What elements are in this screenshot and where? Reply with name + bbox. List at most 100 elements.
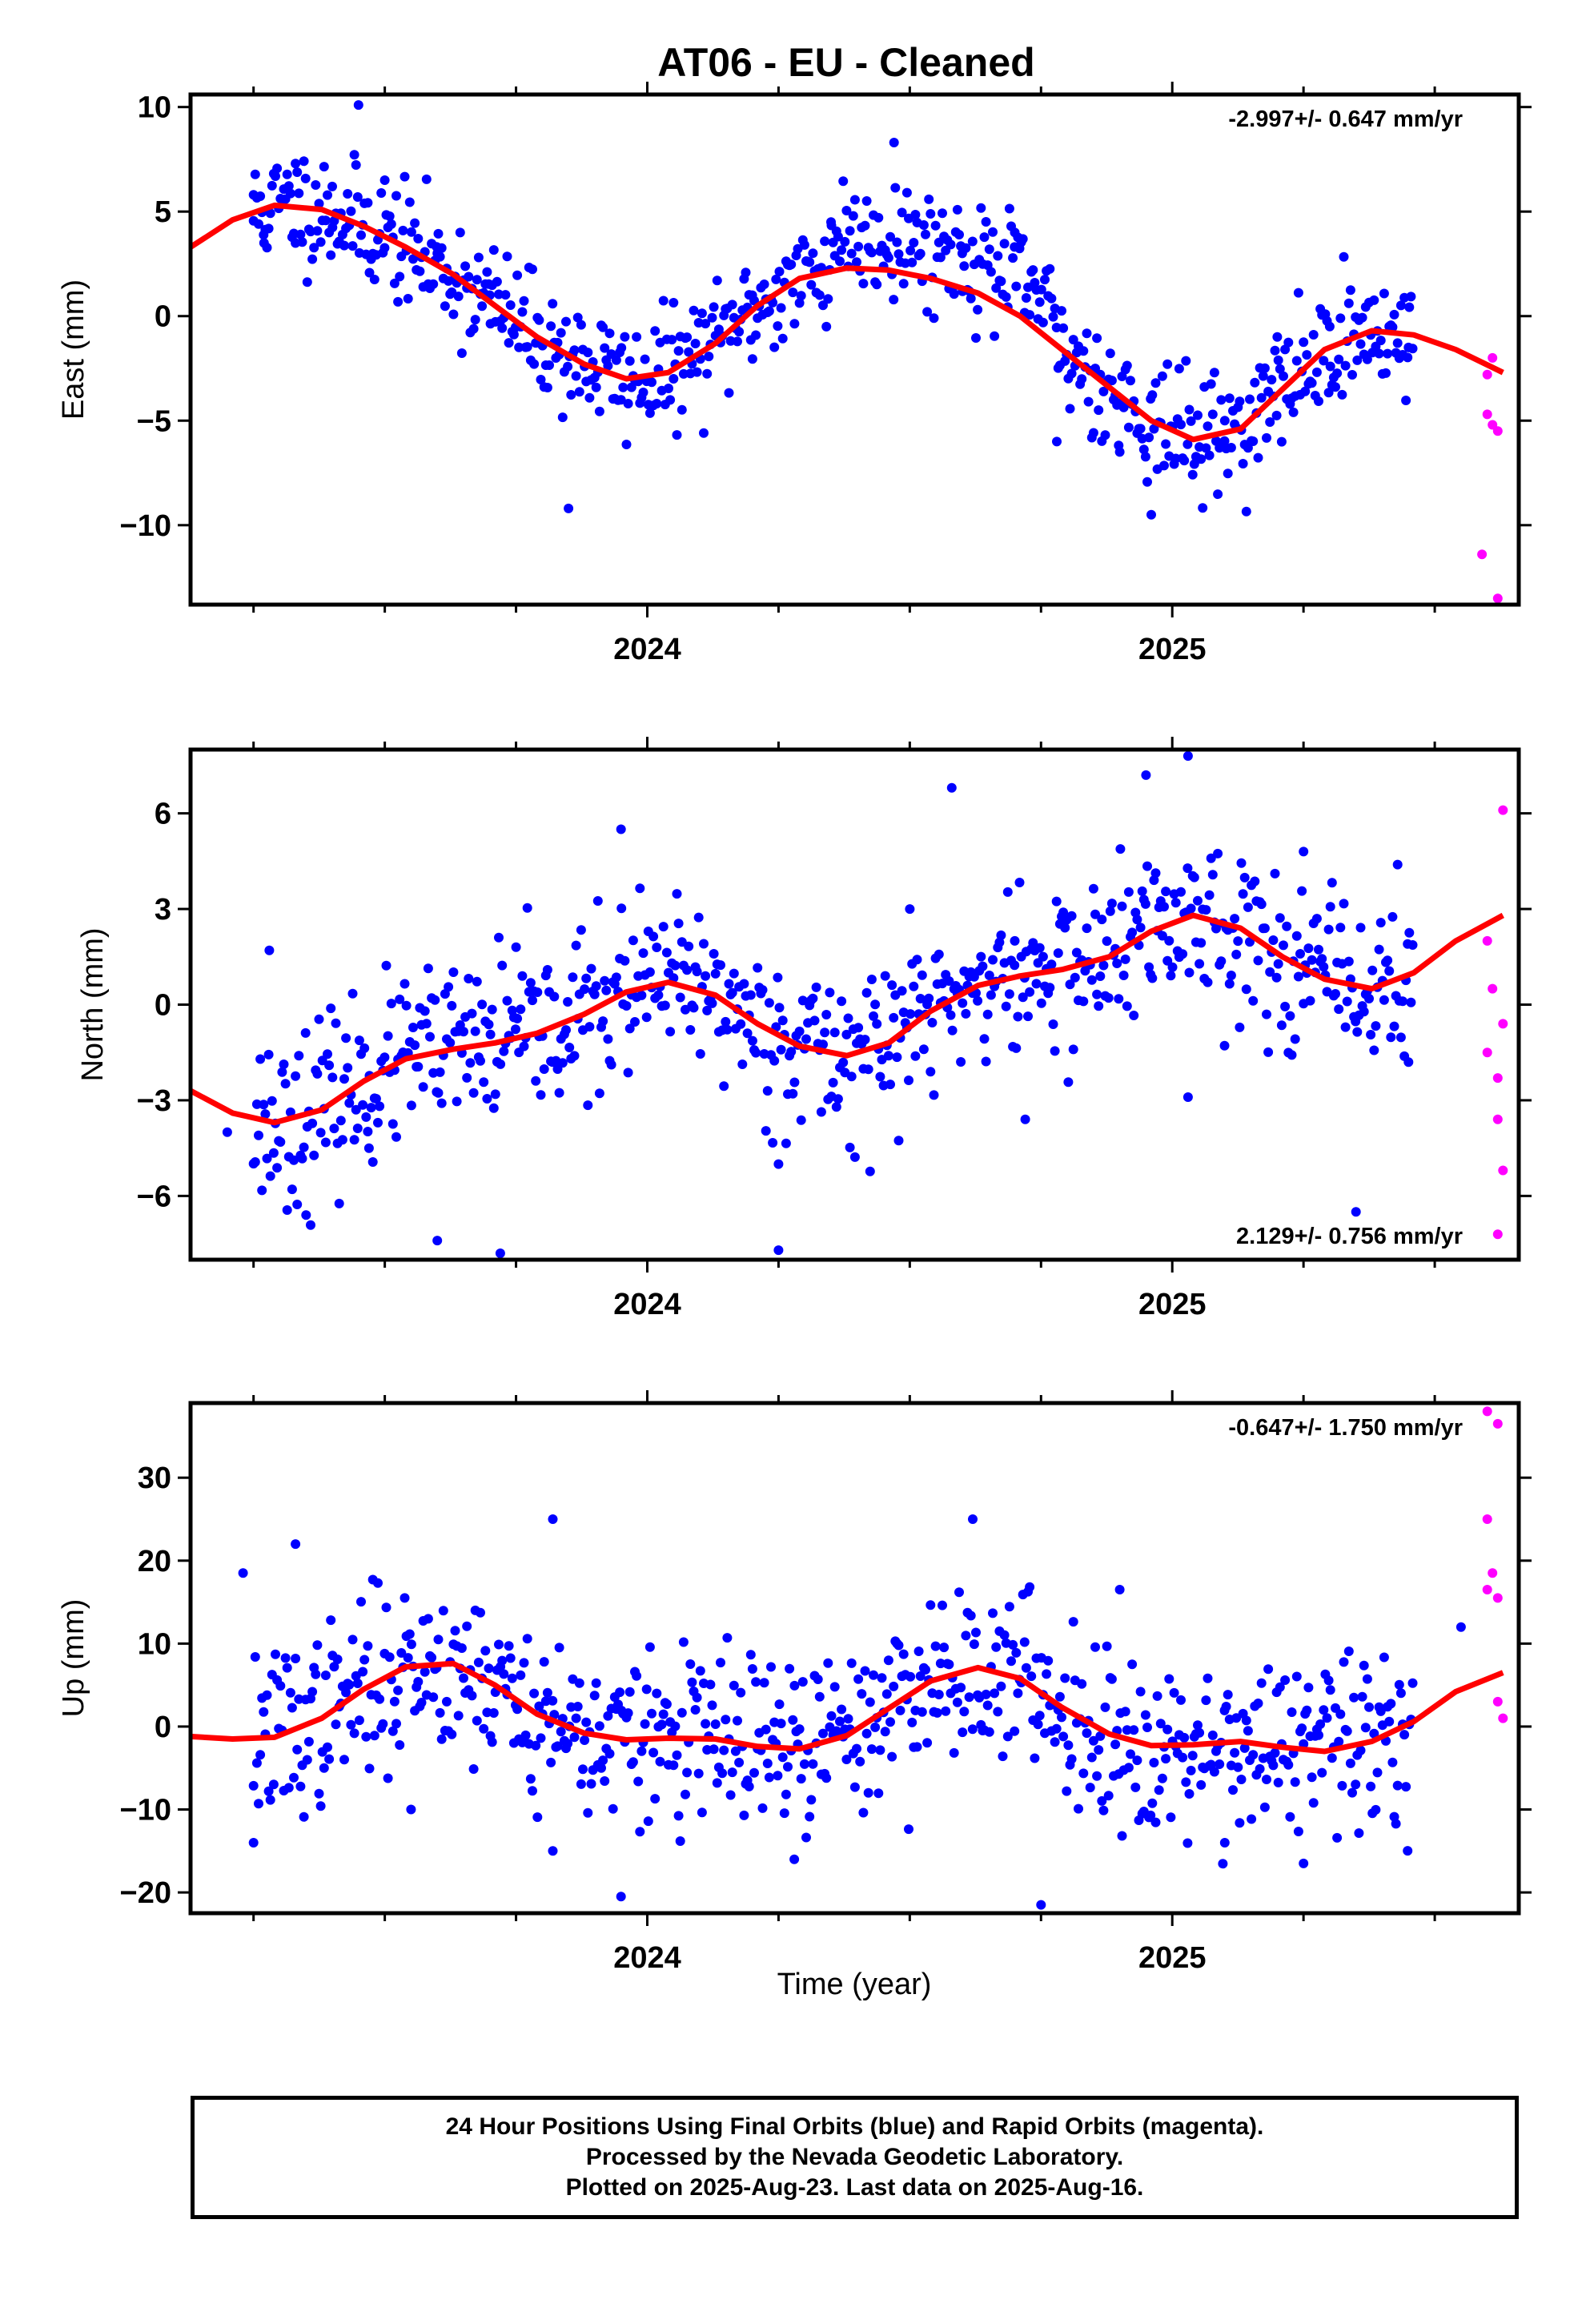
final-orbit-point bbox=[929, 313, 939, 324]
final-orbit-point bbox=[1092, 1771, 1102, 1781]
final-orbit-point bbox=[982, 1009, 993, 1019]
final-orbit-point bbox=[598, 1755, 608, 1766]
final-orbit-point bbox=[477, 999, 488, 1010]
final-orbit-point bbox=[689, 305, 699, 316]
final-orbit-point bbox=[1147, 973, 1158, 983]
final-orbit-point bbox=[591, 981, 601, 991]
final-orbit-point bbox=[621, 440, 632, 449]
final-orbit-point bbox=[635, 1827, 645, 1837]
final-orbit-point bbox=[1120, 954, 1130, 964]
final-orbit-point bbox=[584, 392, 595, 403]
final-orbit-point bbox=[1349, 1692, 1359, 1703]
final-orbit-point bbox=[845, 226, 855, 236]
final-orbit-point bbox=[796, 291, 806, 301]
final-orbit-point bbox=[263, 1049, 274, 1059]
final-orbit-point bbox=[747, 354, 757, 364]
final-orbit-point bbox=[833, 1094, 843, 1104]
y-tick-label: −10 bbox=[120, 1794, 171, 1827]
final-orbit-point bbox=[769, 342, 780, 352]
final-orbit-point bbox=[1071, 947, 1082, 958]
final-orbit-point bbox=[967, 236, 978, 247]
final-orbit-point bbox=[320, 215, 331, 226]
final-orbit-point bbox=[364, 267, 375, 278]
final-orbit-point bbox=[852, 257, 861, 267]
final-orbit-point bbox=[1226, 443, 1236, 452]
final-orbit-point bbox=[811, 982, 821, 992]
final-orbit-point bbox=[1209, 368, 1219, 378]
final-orbit-point bbox=[1176, 420, 1186, 430]
final-orbit-point bbox=[1456, 1622, 1466, 1632]
final-orbit-point bbox=[709, 1744, 719, 1755]
final-orbit-point bbox=[1386, 1699, 1396, 1709]
final-orbit-point bbox=[1203, 977, 1213, 987]
final-orbit-point bbox=[961, 1008, 971, 1019]
final-orbit-point bbox=[647, 1708, 656, 1719]
final-orbit-point bbox=[1337, 389, 1347, 400]
final-orbit-point bbox=[307, 254, 318, 264]
final-orbit-point bbox=[1159, 902, 1169, 912]
final-orbit-point bbox=[292, 167, 303, 177]
final-orbit-point bbox=[364, 1763, 375, 1774]
final-orbit-point bbox=[786, 259, 797, 270]
final-orbit-point bbox=[259, 238, 269, 248]
final-orbit-point bbox=[494, 932, 504, 943]
final-orbit-point bbox=[1164, 935, 1174, 946]
final-orbit-point bbox=[745, 990, 756, 1000]
final-orbit-point bbox=[507, 1673, 517, 1683]
final-orbit-point bbox=[794, 298, 805, 308]
final-orbit-point bbox=[860, 1666, 870, 1676]
final-orbit-point bbox=[576, 320, 586, 330]
final-orbit-point bbox=[877, 1673, 887, 1683]
final-orbit-point bbox=[1122, 1001, 1132, 1011]
final-orbit-point bbox=[1045, 263, 1055, 274]
final-orbit-point bbox=[389, 1696, 400, 1707]
final-orbit-point bbox=[1311, 914, 1322, 924]
rapid-orbit-point bbox=[1498, 1019, 1508, 1029]
final-orbit-point bbox=[993, 1707, 1003, 1717]
rapid-orbit-point bbox=[1482, 1514, 1492, 1524]
final-orbit-point bbox=[692, 1692, 702, 1703]
final-orbit-point bbox=[289, 1772, 299, 1783]
final-orbit-point bbox=[315, 1801, 326, 1811]
final-orbit-point bbox=[354, 1715, 364, 1726]
rapid-orbit-point bbox=[1492, 1229, 1503, 1240]
final-orbit-point bbox=[1004, 1602, 1014, 1612]
final-orbit-point bbox=[485, 1029, 496, 1039]
final-orbit-point bbox=[773, 321, 783, 332]
final-orbit-point bbox=[1010, 935, 1020, 946]
final-orbit-point bbox=[1046, 293, 1057, 304]
final-orbit-point bbox=[1105, 348, 1115, 359]
final-orbit-point bbox=[1270, 868, 1280, 879]
final-orbit-point bbox=[1300, 386, 1311, 396]
footer-line-2: Processed by the Nevada Geodetic Laborat… bbox=[585, 2144, 1124, 2170]
final-orbit-point bbox=[971, 333, 981, 343]
final-orbit-point bbox=[1327, 878, 1337, 888]
final-orbit-point bbox=[1030, 278, 1040, 287]
rapid-orbit-point bbox=[1492, 1418, 1503, 1429]
final-orbit-point bbox=[309, 1150, 319, 1160]
final-orbit-point bbox=[1154, 1785, 1164, 1795]
final-orbit-point bbox=[473, 252, 484, 263]
final-orbit-point bbox=[1161, 1754, 1171, 1764]
final-orbit-point bbox=[745, 1650, 756, 1660]
final-orbit-point bbox=[1271, 410, 1282, 420]
final-orbit-point bbox=[499, 1669, 509, 1679]
final-orbit-point bbox=[561, 316, 571, 327]
final-orbit-point bbox=[1364, 1702, 1374, 1712]
final-orbit-point bbox=[846, 1658, 857, 1668]
final-orbit-point bbox=[777, 333, 788, 344]
final-orbit-point bbox=[759, 279, 769, 289]
final-orbit-point bbox=[840, 236, 850, 247]
final-orbit-point bbox=[907, 1717, 917, 1727]
final-orbit-point bbox=[1404, 927, 1415, 938]
final-orbit-point bbox=[1031, 979, 1042, 989]
final-orbit-point bbox=[661, 1699, 672, 1709]
final-orbit-point bbox=[1025, 1582, 1035, 1592]
final-orbit-point bbox=[853, 241, 864, 251]
final-orbit-point bbox=[753, 963, 763, 973]
final-orbit-point bbox=[591, 1678, 601, 1688]
final-orbit-point bbox=[682, 332, 693, 343]
y-tick-label: 0 bbox=[155, 989, 171, 1023]
final-orbit-point bbox=[1317, 1767, 1327, 1778]
final-orbit-point bbox=[1181, 356, 1191, 366]
